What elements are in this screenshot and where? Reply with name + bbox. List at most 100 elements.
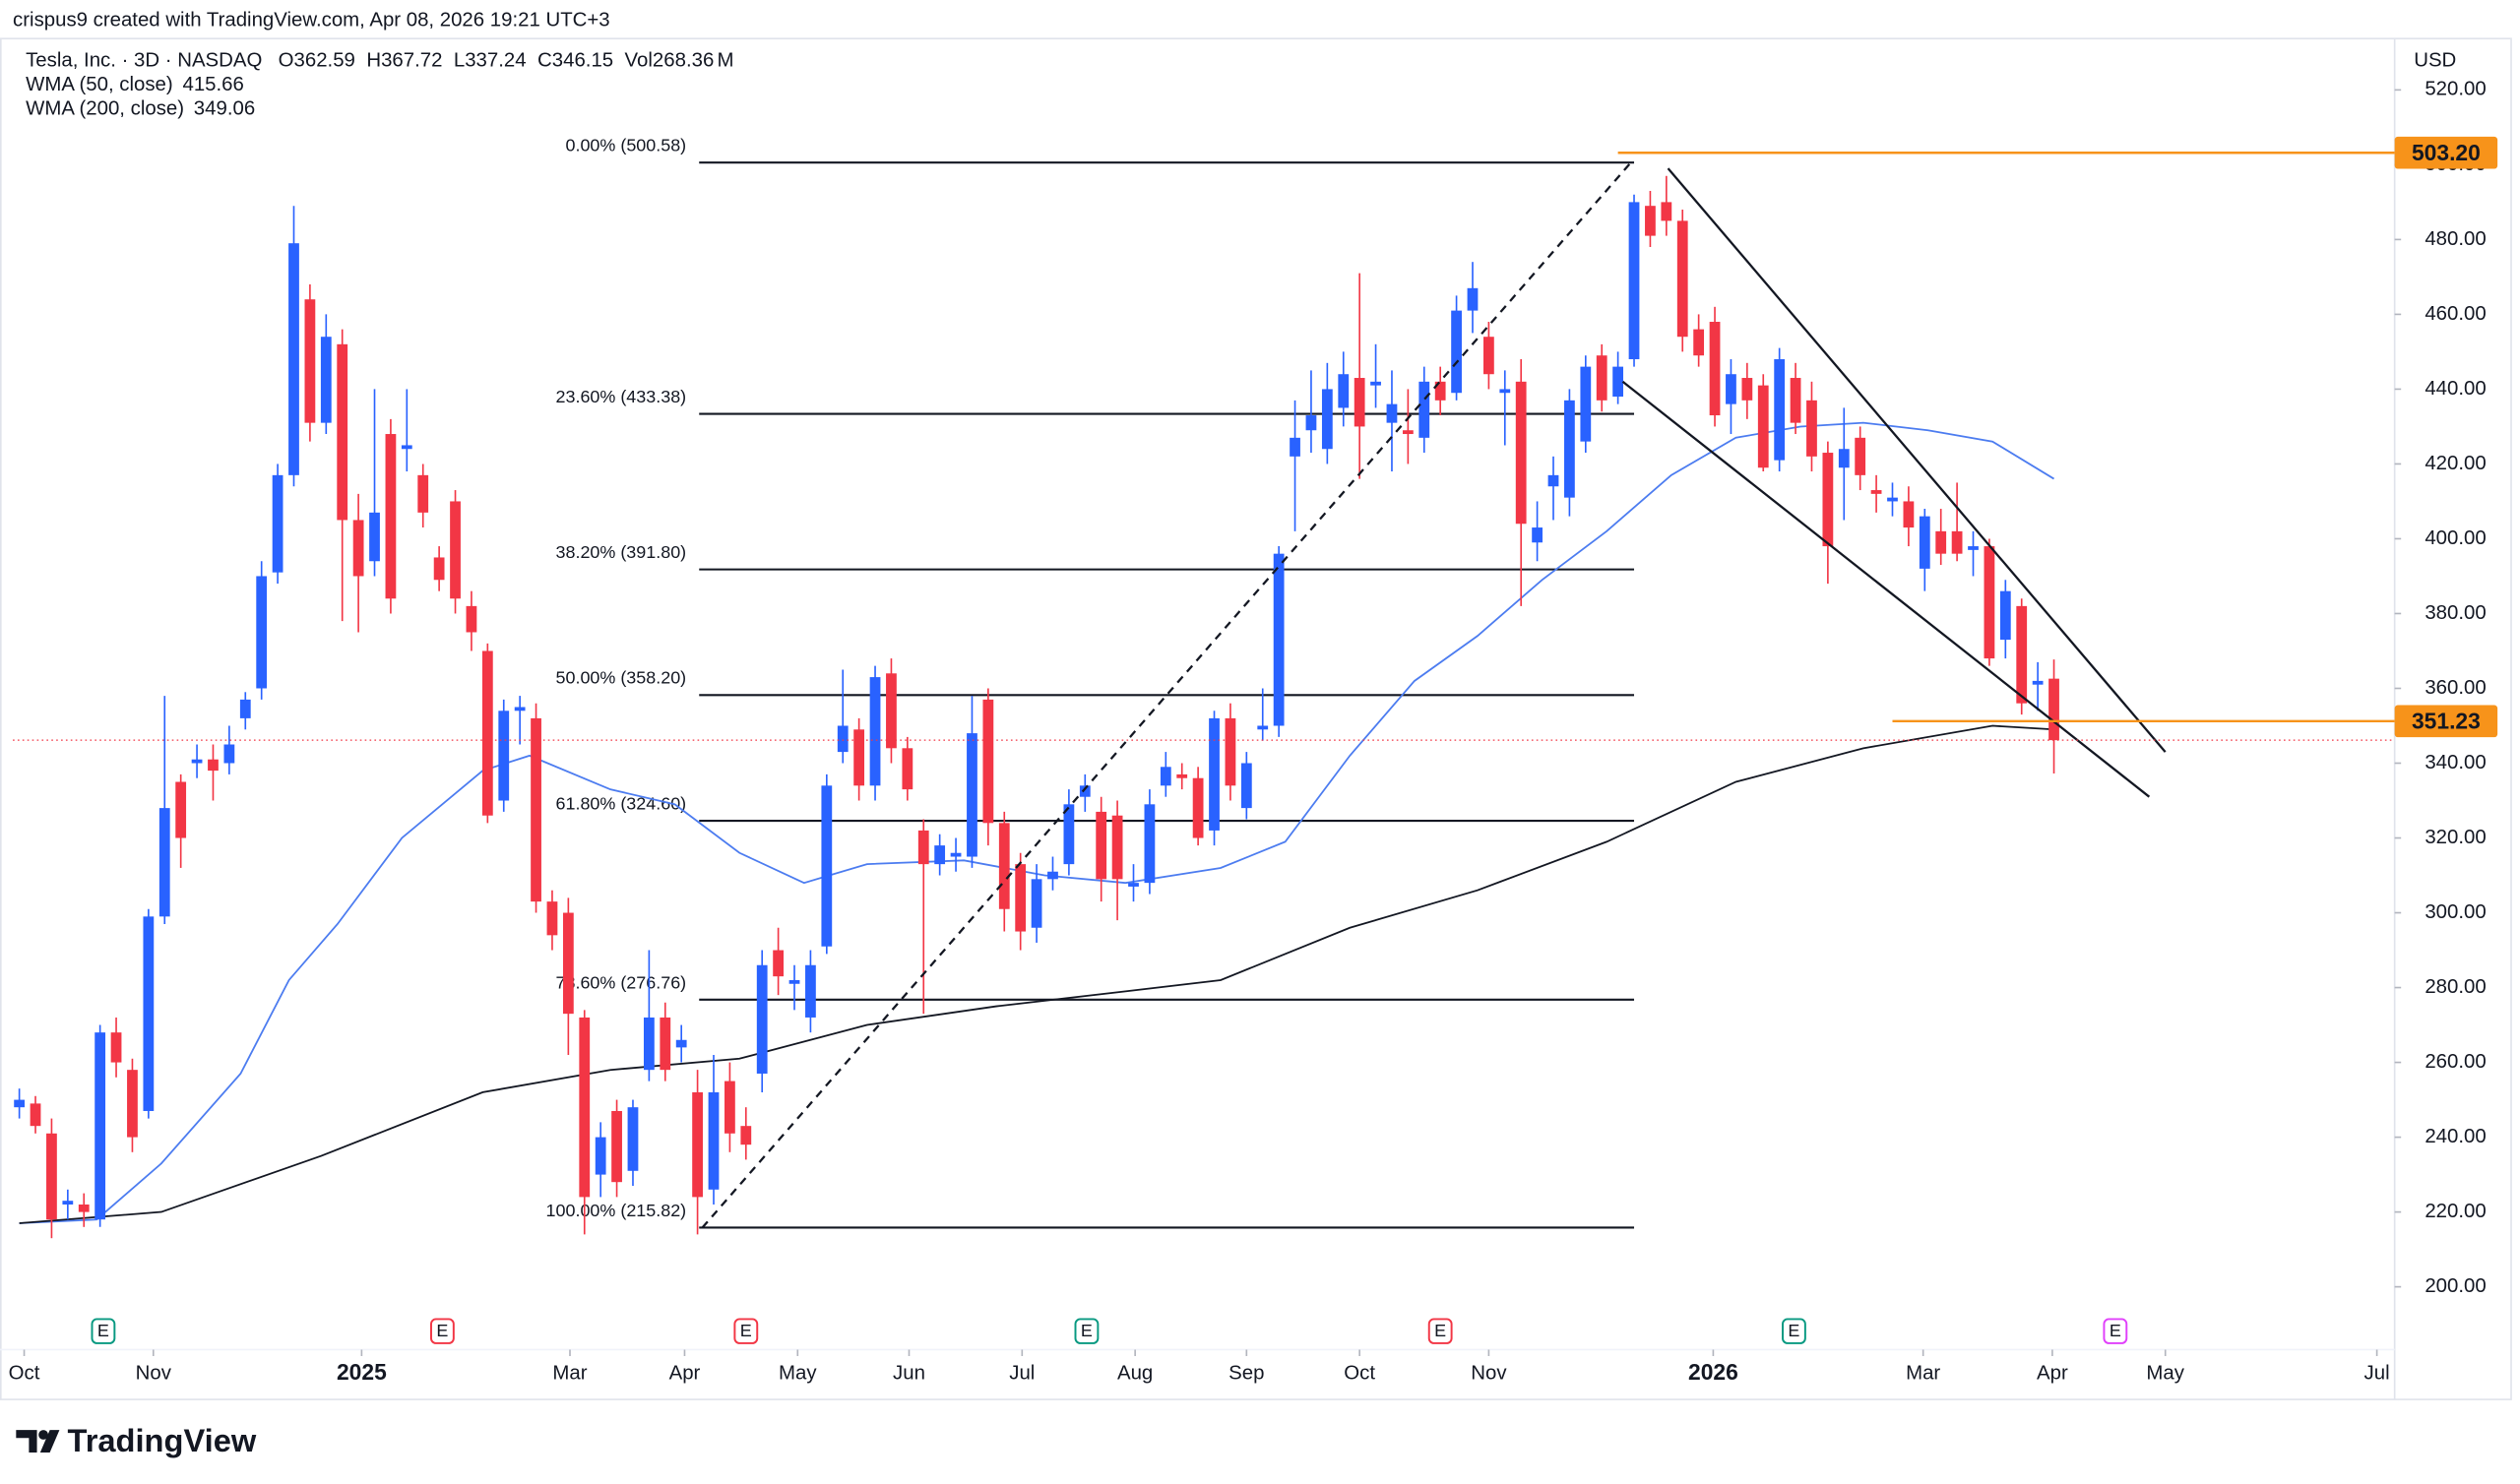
candle-body	[466, 605, 477, 633]
y-tick-label: 320.00	[2425, 827, 2486, 848]
legend-key: L	[454, 49, 465, 71]
y-tick-label: 240.00	[2425, 1126, 2486, 1147]
candle-body	[562, 912, 574, 1015]
candle-body	[950, 852, 962, 857]
candle-body	[886, 673, 897, 749]
candle-body	[1887, 497, 1898, 502]
candle-body	[1515, 381, 1527, 525]
price-label: 503.20	[2412, 140, 2481, 165]
fib-label: 61.80% (324.60)	[556, 793, 687, 813]
candle-body	[1564, 400, 1575, 498]
earnings-marker	[2103, 1318, 2128, 1344]
candle-body	[1483, 337, 1494, 375]
legend-value: 362.59	[294, 49, 355, 71]
x-tick-label: Mar	[552, 1362, 587, 1384]
candle-body	[724, 1081, 735, 1134]
candle-body	[2016, 605, 2028, 704]
candle-body	[1499, 389, 1511, 394]
candle-body	[30, 1103, 41, 1127]
candle-body	[223, 744, 235, 764]
candle-body	[1418, 381, 1430, 438]
candle-body	[1031, 879, 1042, 928]
candle-body	[579, 1017, 591, 1198]
candle-body	[2032, 680, 2044, 685]
candle-body	[320, 337, 332, 423]
candle-body	[1370, 381, 1381, 386]
candle-body	[869, 677, 881, 786]
candle-body	[175, 781, 187, 838]
candle-body	[660, 1017, 671, 1071]
x-tick-label: Jul	[1009, 1362, 1035, 1384]
legend-value: 367.72	[381, 49, 442, 71]
candle-body	[1451, 310, 1462, 394]
candle-body	[773, 950, 784, 977]
candle-body	[256, 576, 268, 689]
candle-body	[2048, 678, 2059, 741]
candle-body	[1612, 366, 1624, 398]
candle-body	[611, 1110, 622, 1183]
y-tick-label: 260.00	[2425, 1051, 2486, 1073]
candle-body	[208, 759, 219, 772]
candle-body	[1547, 474, 1559, 487]
candle-body	[967, 733, 977, 857]
candle-body	[546, 901, 558, 936]
trendline	[1667, 167, 2167, 753]
candle-body	[1128, 883, 1139, 887]
candle-body	[1225, 717, 1236, 786]
credit: crispus9 created with TradingView.com, A…	[13, 10, 610, 31]
candle-body	[1273, 553, 1285, 726]
candle-body	[853, 729, 865, 786]
x-tick-label: Apr	[2037, 1362, 2068, 1384]
legend-key: C	[537, 49, 552, 71]
candle-body	[401, 445, 412, 450]
candle-body	[1144, 804, 1156, 884]
wma-line	[19, 421, 2054, 1224]
candle-body	[1290, 437, 1300, 457]
candle-body	[1467, 287, 1479, 311]
legend-key: H	[366, 49, 381, 71]
candle-body	[417, 474, 429, 513]
legend-last: 415.66	[182, 74, 243, 95]
y-tick-label: 380.00	[2425, 602, 2486, 624]
candle-body	[62, 1201, 74, 1205]
legend-value: 268.36	[653, 49, 714, 71]
candle-body	[1984, 546, 1995, 659]
earnings-label: E	[1434, 1321, 1446, 1340]
candle-body	[1015, 864, 1027, 932]
x-tick-label: Jun	[893, 1362, 925, 1384]
earnings-label: E	[2110, 1321, 2121, 1340]
fib-label: 0.00% (500.58)	[566, 136, 687, 155]
candle-body	[902, 748, 914, 790]
candle-body	[1855, 437, 1866, 475]
candle-body	[369, 512, 380, 562]
candle-body	[191, 759, 203, 764]
y-tick-label: 300.00	[2425, 901, 2486, 923]
x-tick-label: Aug	[1117, 1362, 1153, 1384]
candle-body	[304, 299, 316, 423]
candle-body	[1257, 725, 1269, 730]
candle-body	[1079, 785, 1091, 797]
candle-body	[1354, 378, 1365, 427]
legend-value: 337.24	[465, 49, 526, 71]
candle-body	[1532, 527, 1543, 543]
price-label-box	[2394, 136, 2498, 169]
x-tick-label: May	[779, 1362, 817, 1384]
candle-body	[1434, 381, 1446, 401]
candle-body	[110, 1032, 122, 1063]
candle-body	[595, 1137, 606, 1175]
legend-last: 349.06	[194, 97, 255, 119]
earnings-marker	[1074, 1318, 1100, 1344]
x-tick-label: Mar	[1906, 1362, 1940, 1384]
symbol-title: Tesla, Inc. · 3D · NASDAQ	[26, 49, 262, 71]
candle-body	[1806, 400, 1817, 457]
candle-body	[1596, 355, 1607, 401]
x-tick-label: Oct	[9, 1362, 40, 1384]
candle-body	[337, 343, 348, 521]
candle-body	[46, 1133, 57, 1220]
earnings-label: E	[97, 1321, 109, 1340]
candle-body	[78, 1204, 90, 1212]
fib-label: 100.00% (215.82)	[546, 1201, 687, 1220]
candle-body	[531, 717, 541, 902]
y-tick-label: 420.00	[2425, 453, 2486, 474]
